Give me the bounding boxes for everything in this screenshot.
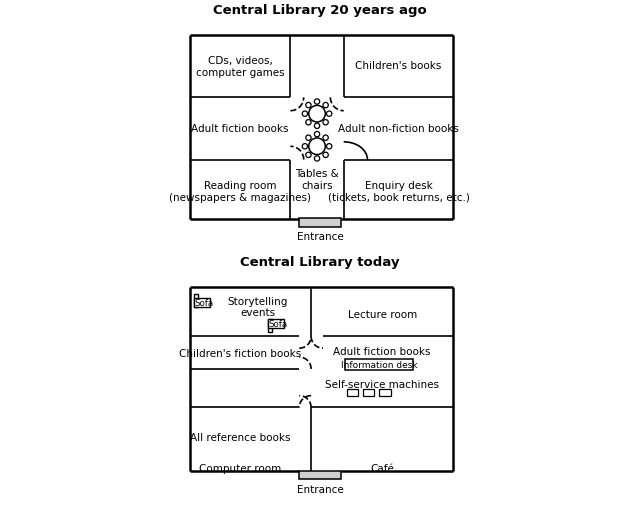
Circle shape: [326, 112, 332, 117]
Text: Sofa: Sofa: [269, 320, 288, 328]
Circle shape: [323, 120, 328, 126]
Bar: [363, 389, 374, 396]
Circle shape: [308, 139, 325, 155]
Text: Self-service machines: Self-service machines: [325, 379, 439, 389]
Circle shape: [306, 103, 311, 109]
Text: Children's fiction books: Children's fiction books: [179, 348, 301, 358]
Circle shape: [323, 136, 328, 141]
Circle shape: [326, 144, 332, 149]
Text: Adult fiction books: Adult fiction books: [191, 124, 289, 134]
Circle shape: [306, 136, 311, 141]
Bar: [300, 219, 340, 228]
Circle shape: [306, 120, 311, 126]
Text: Entrance: Entrance: [296, 232, 344, 242]
Bar: [268, 320, 272, 332]
Text: Children's books: Children's books: [355, 61, 442, 71]
Circle shape: [323, 153, 328, 158]
Text: Adult fiction books: Adult fiction books: [333, 346, 431, 357]
Circle shape: [314, 99, 320, 105]
Text: Storytelling
events: Storytelling events: [228, 296, 288, 318]
Bar: [300, 471, 340, 480]
Bar: [194, 299, 211, 307]
Circle shape: [314, 132, 320, 137]
Bar: [345, 360, 413, 371]
Text: All reference books: All reference books: [189, 432, 290, 442]
Text: CDs, videos,
computer games: CDs, videos, computer games: [196, 57, 284, 78]
Circle shape: [308, 106, 325, 123]
Title: Central Library today: Central Library today: [240, 256, 400, 269]
Bar: [380, 389, 390, 396]
Text: Information desk: Information desk: [341, 361, 417, 370]
Bar: [268, 320, 284, 328]
Title: Central Library 20 years ago: Central Library 20 years ago: [213, 4, 427, 17]
Circle shape: [302, 144, 308, 149]
Bar: [194, 294, 198, 307]
Text: Reading room
(newspapers & magazines): Reading room (newspapers & magazines): [169, 181, 311, 202]
Text: Adult non-fiction books: Adult non-fiction books: [338, 124, 459, 134]
Circle shape: [306, 153, 311, 158]
Circle shape: [314, 157, 320, 162]
Bar: [347, 389, 358, 396]
Circle shape: [302, 112, 308, 117]
Text: Computer room: Computer room: [199, 463, 281, 473]
Circle shape: [314, 124, 320, 129]
Text: Café: Café: [371, 463, 394, 473]
Text: Sofa: Sofa: [195, 298, 214, 308]
Text: Lecture room: Lecture room: [348, 310, 417, 320]
Text: Enquiry desk
(tickets, book returns, etc.): Enquiry desk (tickets, book returns, etc…: [328, 181, 470, 202]
Circle shape: [323, 103, 328, 109]
Text: Entrance: Entrance: [296, 484, 344, 494]
Text: Tables &
chairs: Tables & chairs: [295, 169, 339, 191]
